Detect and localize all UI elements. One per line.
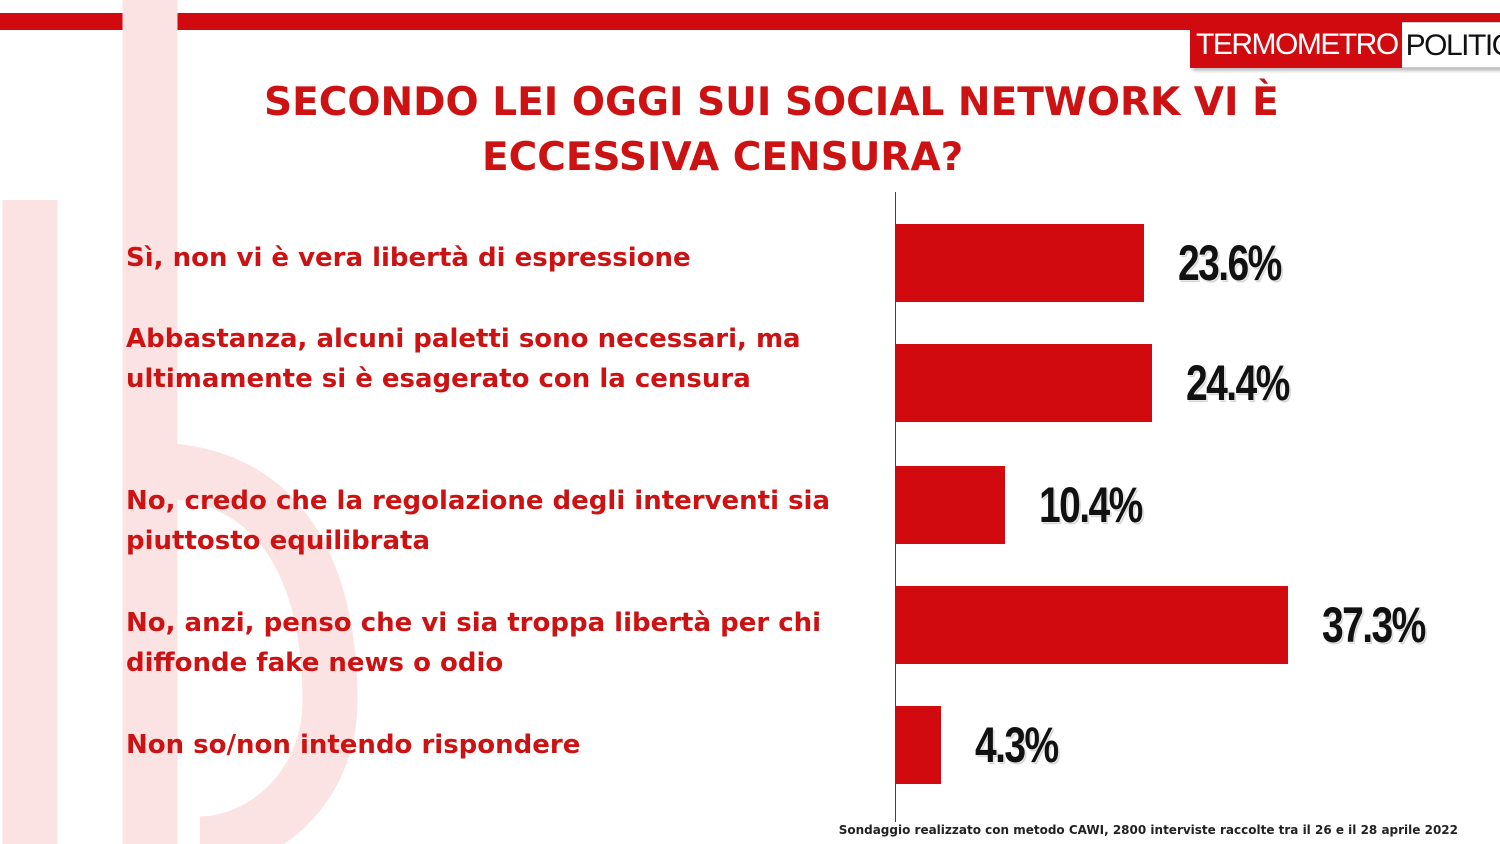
bar-4 [896,586,1288,664]
chart-title-line-2: ECCESSIVA CENSURA? [482,135,964,180]
category-label-1: Sì, non vi è vera libertà di espressione [126,243,691,273]
bar-value-label-3: 10.4% [1039,477,1143,533]
bar-value-label-1: 23.6% [1178,235,1282,291]
brand-logo-left: TERMOMETRO [1190,22,1402,68]
category-label-2: Abbastanza, alcuni paletti sono necessar… [126,324,801,394]
background-watermark [2,0,358,844]
chart-axis-line [895,192,896,822]
category-label-5: Non so/non intendo rispondere [126,730,581,760]
footnote: Sondaggio realizzato con metodo CAWI, 28… [838,823,1458,837]
bar-3 [896,466,1006,544]
bar-value-label-5: 4.3% [975,717,1059,773]
category-label-3: No, credo che la regolazione degli inter… [126,486,831,556]
bar-1 [896,224,1145,302]
top-accent-bar [0,13,1500,30]
brand-logo-right: POLITICO [1401,22,1500,68]
bar-value-label-4: 37.3% [1322,597,1426,653]
chart-title-line-1: SECONDO LEI OGGI SUI SOCIAL NETWORK VI È [264,80,1279,125]
brand-logo: TERMOMETRO POLITICO [1190,22,1500,68]
category-label-4: No, anzi, penso che vi sia troppa libert… [126,608,822,678]
bar-5 [896,706,942,784]
bar-value-label-2: 24.4% [1186,355,1290,411]
bar-2 [896,344,1153,422]
